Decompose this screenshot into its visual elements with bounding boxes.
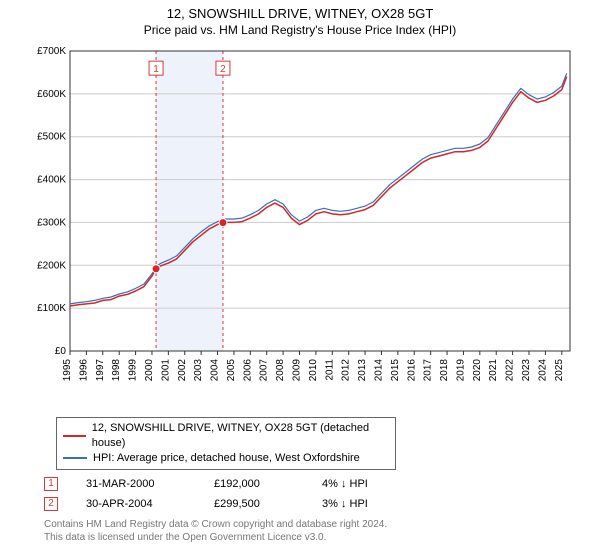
svg-text:£100K: £100K bbox=[37, 303, 66, 314]
svg-text:2005: 2005 bbox=[226, 359, 237, 382]
svg-text:2006: 2006 bbox=[242, 359, 253, 382]
svg-text:2009: 2009 bbox=[292, 359, 303, 382]
svg-text:2017: 2017 bbox=[423, 359, 434, 382]
legend: 12, SNOWSHILL DRIVE, WITNEY, OX28 5GT (d… bbox=[56, 417, 396, 470]
legend-row: 12, SNOWSHILL DRIVE, WITNEY, OX28 5GT (d… bbox=[63, 421, 389, 451]
svg-text:2000: 2000 bbox=[144, 359, 155, 382]
svg-text:2020: 2020 bbox=[472, 359, 483, 382]
legend-label: HPI: Average price, detached house, West… bbox=[93, 451, 360, 466]
svg-text:1: 1 bbox=[153, 64, 159, 75]
svg-text:2018: 2018 bbox=[439, 359, 450, 382]
svg-text:2008: 2008 bbox=[275, 359, 286, 382]
chart-svg: £0 £100K £200K £300K £400K £500K £600K £700K 199… bbox=[20, 41, 580, 411]
svg-text:2022: 2022 bbox=[505, 359, 516, 382]
svg-text:1999: 1999 bbox=[128, 359, 139, 382]
sale-price: £299,500 bbox=[214, 498, 294, 510]
svg-text:2025: 2025 bbox=[554, 359, 565, 382]
svg-text:2: 2 bbox=[220, 64, 226, 75]
svg-text:2007: 2007 bbox=[259, 359, 270, 382]
svg-text:2013: 2013 bbox=[357, 359, 368, 382]
sales-table: 1 31-MAR-2000 £192,000 4% ↓ HPI 2 30-APR-2004… bbox=[44, 474, 600, 514]
sale-date: 31-MAR-2000 bbox=[86, 478, 186, 490]
svg-text:1996: 1996 bbox=[78, 359, 89, 382]
footer-line-2: This data is licensed under the Open Gov… bbox=[44, 531, 600, 544]
svg-text:2001: 2001 bbox=[160, 359, 171, 382]
chart-subtitle: Price paid vs. HM Land Registry's House … bbox=[0, 21, 600, 41]
sale-price: £192,000 bbox=[214, 478, 294, 490]
svg-text:2003: 2003 bbox=[193, 359, 204, 382]
sale-row: 2 30-APR-2004 £299,500 3% ↓ HPI bbox=[44, 494, 600, 514]
svg-text:2010: 2010 bbox=[308, 359, 319, 382]
svg-text:1998: 1998 bbox=[111, 359, 122, 382]
svg-text:£700K: £700K bbox=[37, 46, 66, 57]
footer-attribution: Contains HM Land Registry data © Crown c… bbox=[44, 518, 600, 544]
svg-text:2024: 2024 bbox=[537, 359, 548, 382]
sale-delta: 3% ↓ HPI bbox=[322, 498, 402, 510]
legend-swatch bbox=[63, 457, 87, 459]
svg-text:2015: 2015 bbox=[390, 359, 401, 382]
svg-text:£500K: £500K bbox=[37, 132, 66, 143]
svg-text:2023: 2023 bbox=[521, 359, 532, 382]
sale-marker: 1 bbox=[44, 477, 58, 491]
svg-text:£300K: £300K bbox=[37, 217, 66, 228]
svg-text:2014: 2014 bbox=[373, 359, 384, 382]
svg-text:2016: 2016 bbox=[406, 359, 417, 382]
sale-delta: 4% ↓ HPI bbox=[322, 478, 402, 490]
svg-text:2011: 2011 bbox=[324, 359, 335, 381]
legend-swatch bbox=[63, 435, 86, 437]
svg-text:2002: 2002 bbox=[177, 359, 188, 382]
chart-title: 12, SNOWSHILL DRIVE, WITNEY, OX28 5GT bbox=[0, 0, 600, 21]
sale-marker: 2 bbox=[44, 497, 58, 511]
chart-area: £0 £100K £200K £300K £400K £500K £600K £700K 199… bbox=[20, 41, 580, 411]
svg-text:1995: 1995 bbox=[62, 359, 73, 382]
svg-text:£200K: £200K bbox=[37, 260, 66, 271]
svg-text:1997: 1997 bbox=[95, 359, 106, 382]
legend-row: HPI: Average price, detached house, West… bbox=[63, 451, 389, 466]
svg-text:£0: £0 bbox=[55, 346, 67, 357]
svg-text:£600K: £600K bbox=[37, 89, 66, 100]
svg-text:£400K: £400K bbox=[37, 175, 66, 186]
svg-text:2021: 2021 bbox=[488, 359, 499, 382]
svg-text:2012: 2012 bbox=[341, 359, 352, 382]
footer-line-1: Contains HM Land Registry data © Crown c… bbox=[44, 518, 600, 531]
sale-row: 1 31-MAR-2000 £192,000 4% ↓ HPI bbox=[44, 474, 600, 494]
svg-text:2004: 2004 bbox=[210, 359, 221, 382]
sale-date: 30-APR-2004 bbox=[86, 498, 186, 510]
svg-text:2019: 2019 bbox=[455, 359, 466, 382]
legend-label: 12, SNOWSHILL DRIVE, WITNEY, OX28 5GT (d… bbox=[92, 421, 389, 451]
